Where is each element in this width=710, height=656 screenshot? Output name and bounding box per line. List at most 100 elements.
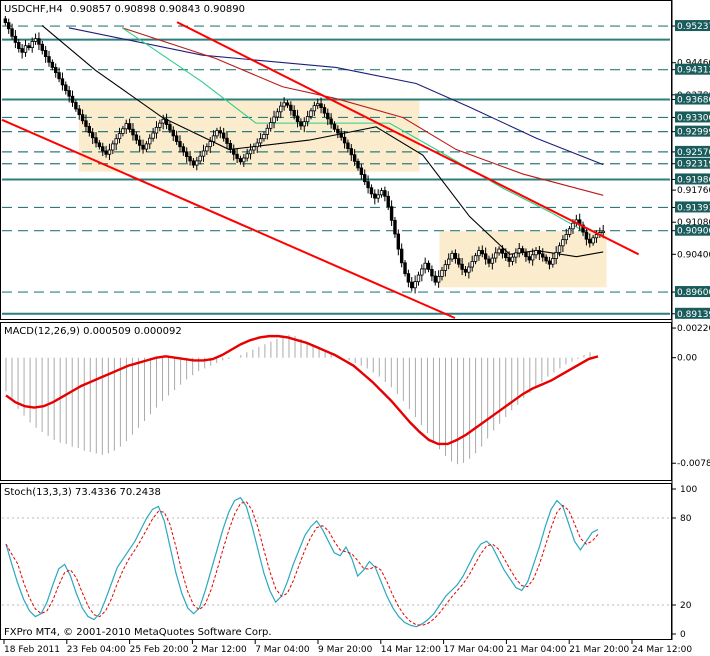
price-level-label: 0.92319: [677, 160, 710, 170]
ohlc-readout: 0.90857 0.90898 0.90843 0.90890: [70, 4, 245, 15]
macd-chart: [5, 334, 599, 465]
price-chart: [1, 16, 670, 319]
candle-body: [309, 110, 313, 117]
highlight-zone-1: [78, 100, 420, 172]
candle-body: [74, 101, 78, 110]
candle-body: [477, 250, 481, 257]
price-axis: 0.952370.944600.943120.937800.936800.933…: [672, 20, 710, 320]
candle-body: [376, 194, 380, 199]
candle-body: [399, 248, 404, 264]
price-label-bg: [675, 145, 710, 157]
x-tick-label: 17 Mar 04:00: [444, 645, 504, 655]
candle-body: [369, 187, 374, 195]
candle-body: [292, 109, 296, 117]
candle-body: [265, 127, 270, 135]
candle-body: [111, 143, 115, 151]
trend-line-1: [176, 21, 640, 256]
price-label-bg: [675, 173, 710, 185]
candle-body: [527, 256, 532, 261]
candle-body: [268, 122, 273, 129]
candle-body: [430, 268, 434, 277]
stoch-tick-label: 0: [680, 630, 686, 640]
candle-body: [54, 67, 58, 74]
candle-body: [221, 132, 226, 139]
candle-body: [396, 233, 401, 250]
candle-body: [215, 130, 219, 137]
price-label-bg: [675, 63, 710, 75]
stoch-main-line: [5, 496, 599, 628]
candle-body: [168, 124, 172, 131]
candle-body: [174, 135, 179, 142]
candle-body: [322, 107, 327, 114]
price-label-bg: [675, 125, 710, 137]
candle-body: [275, 111, 280, 118]
candle-body: [463, 268, 468, 273]
candle-body: [137, 139, 142, 146]
candle-body: [148, 137, 152, 145]
price-label-bg: [675, 93, 710, 105]
candle-body: [107, 149, 112, 155]
candle-body: [17, 42, 21, 49]
candle-body: [393, 219, 397, 235]
candle-body: [554, 252, 558, 259]
candle-body: [57, 72, 61, 80]
stoch-title: Stoch(13,3,3) 73.4336 70.2438: [4, 487, 161, 498]
candle-body: [544, 256, 548, 262]
candle-body: [591, 237, 595, 244]
x-tick-label: 7 Mar 04:00: [255, 645, 310, 655]
candle-body: [242, 157, 246, 163]
x-tick-label: 21 Mar 04:00: [506, 645, 566, 655]
x-tick-label: 9 Mar 20:00: [318, 645, 373, 655]
candle-body: [158, 122, 162, 128]
candle-body: [235, 153, 239, 159]
x-tick-label: 25 Feb 20:00: [130, 645, 189, 655]
moving-average-3: [121, 27, 591, 235]
candle-body: [564, 234, 568, 241]
candle-body: [154, 126, 159, 134]
candle-body: [480, 250, 484, 255]
candle-body: [594, 234, 599, 239]
price-label-bg: [675, 307, 710, 319]
candle-body: [416, 274, 421, 283]
candle-body: [581, 224, 585, 233]
candle-body: [557, 245, 562, 253]
candle-body: [453, 252, 458, 259]
candle-body: [131, 128, 135, 136]
candle-body: [218, 130, 223, 134]
candle-body: [127, 123, 132, 130]
candle-body: [467, 266, 471, 273]
stoch-tick-label: 100: [680, 485, 697, 495]
price-level-label: 0.91986: [677, 175, 710, 185]
candle-body: [104, 150, 108, 155]
candle-body: [457, 258, 461, 265]
candle-body: [389, 206, 394, 221]
candle-body: [403, 262, 407, 275]
x-axis: 18 Feb 2011 23 Feb 04:00 25 Feb 20:00 2 Mar…: [3, 640, 692, 655]
candle-body: [195, 160, 199, 166]
macd-signal-line: [5, 334, 599, 446]
candle-body: [191, 160, 196, 166]
candle-body: [524, 252, 528, 258]
candle-body: [413, 281, 417, 289]
price-level-label: 0.92999: [677, 128, 710, 138]
candle-body: [504, 252, 508, 258]
candle-body: [285, 102, 290, 106]
candle-body: [181, 146, 186, 153]
candle-body: [406, 273, 411, 283]
candle-body: [305, 116, 310, 123]
candle-body: [279, 105, 283, 113]
candle-body: [510, 256, 515, 262]
candle-body: [366, 181, 370, 189]
candle-body: [141, 144, 145, 150]
candle-body: [446, 258, 451, 266]
candle-body: [171, 129, 175, 137]
candle-body: [50, 61, 55, 68]
candle-body: [541, 253, 545, 258]
candle-body: [37, 38, 41, 45]
